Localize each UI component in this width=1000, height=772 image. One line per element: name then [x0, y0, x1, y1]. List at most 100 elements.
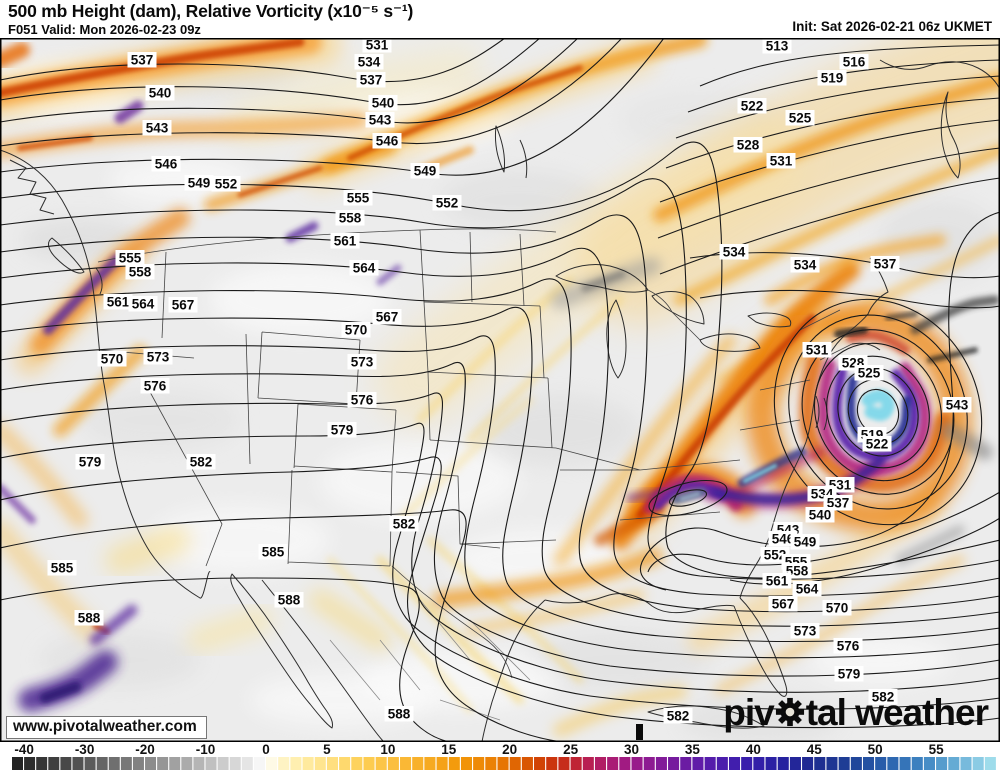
- colorbar-cell: [253, 757, 265, 770]
- contour-label: 525: [854, 365, 884, 381]
- colorbar-cell: [497, 757, 509, 770]
- svg-text:576: 576: [837, 639, 860, 654]
- contour-label: 552: [432, 195, 462, 211]
- svg-text:543: 543: [146, 121, 169, 136]
- colorbar-cell: [972, 757, 984, 770]
- colorbar-area: -40 -30 -20 -10 0 5 10 15 20 25 30 35 40 45 50 55: [0, 742, 1000, 772]
- contour-label: 582: [663, 708, 693, 724]
- svg-text:567: 567: [172, 298, 195, 313]
- svg-text:558: 558: [339, 211, 362, 226]
- svg-text:561: 561: [107, 295, 130, 310]
- svg-text:546: 546: [376, 134, 399, 149]
- svg-text:528: 528: [737, 138, 760, 153]
- svg-text:525: 525: [789, 111, 812, 126]
- colorbar-cell: [278, 757, 290, 770]
- colorbar-tick: -40: [14, 742, 34, 757]
- colorbar-cell: [546, 757, 558, 770]
- svg-text:540: 540: [809, 508, 832, 523]
- contour-label: 564: [128, 296, 158, 312]
- colorbar-cell: [619, 757, 631, 770]
- svg-text:519: 519: [821, 71, 844, 86]
- colorbar-cell: [84, 757, 96, 770]
- contour-label: 543: [365, 112, 395, 128]
- colorbar-cell: [460, 757, 473, 770]
- colorbar-svg: -40 -30 -20 -10 0 5 10 15 20 25 30 35 40 45 50 55: [0, 742, 1000, 772]
- contour-label: 579: [327, 422, 357, 438]
- pivotal-weather-logo: piv tal weather: [723, 692, 989, 733]
- colorbar-cell: [765, 757, 777, 770]
- contour-label: 564: [792, 581, 822, 597]
- height-contours: [0, 38, 1000, 742]
- contour-label: 573: [347, 354, 377, 370]
- svg-text:543: 543: [369, 113, 392, 128]
- logo-text-pre: piv: [723, 692, 774, 733]
- contour-label: 573: [143, 349, 173, 365]
- svg-text:579: 579: [331, 423, 354, 438]
- contour-label: 537: [870, 256, 900, 272]
- contour-label: 546: [372, 133, 402, 149]
- svg-text:522: 522: [741, 99, 764, 114]
- contour-label: 552: [211, 176, 241, 192]
- colorbar-cell: [923, 757, 935, 770]
- colorbar-cell: [826, 757, 838, 770]
- colorbar-tick: 5: [323, 742, 331, 757]
- contour-label: 570: [97, 351, 127, 367]
- contour-label: 582: [868, 689, 898, 705]
- contour-label: 567: [768, 596, 798, 612]
- contour-label: 588: [74, 610, 104, 626]
- colorbar-cell: [12, 757, 23, 770]
- svg-text:537: 537: [360, 73, 383, 88]
- logo-text-post: tal weather: [805, 692, 989, 733]
- colorbar-cell: [582, 757, 594, 770]
- contour-label: 516: [839, 54, 869, 70]
- svg-text:552: 552: [764, 548, 787, 563]
- colorbar-cell: [521, 757, 533, 770]
- colorbar-cell: [72, 757, 84, 770]
- colorbar-cell: [24, 757, 36, 770]
- colorbar-cell: [655, 757, 667, 770]
- geo-borders: [0, 59, 1000, 742]
- contour-label: 549: [790, 534, 820, 550]
- colorbar-cell: [875, 757, 887, 770]
- contour-label: 555: [343, 190, 373, 206]
- colorbar-cell: [862, 757, 875, 770]
- svg-text:585: 585: [51, 561, 74, 576]
- colorbar-cell: [643, 757, 655, 770]
- colorbar-cell: [351, 757, 363, 770]
- svg-text:522: 522: [866, 437, 889, 452]
- colorbar-cell: [753, 757, 765, 770]
- contour-label: 555: [115, 250, 145, 266]
- svg-text:588: 588: [278, 593, 301, 608]
- contour-label: 525: [785, 110, 815, 126]
- colorbar-cell: [169, 757, 181, 770]
- colorbar-tick: -20: [135, 742, 155, 757]
- contour-label: 540: [145, 85, 175, 101]
- svg-text:573: 573: [147, 350, 170, 365]
- contour-label: 561: [103, 294, 133, 310]
- svg-text:537: 537: [874, 257, 897, 272]
- contour-label: 576: [140, 378, 170, 394]
- colorbar-cell: [716, 757, 728, 770]
- svg-text:585: 585: [262, 545, 285, 560]
- contour-label: 582: [186, 454, 216, 470]
- watermark-link[interactable]: www.pivotalweather.com: [6, 716, 207, 739]
- colorbar-cell: [302, 757, 314, 770]
- contour-label: 528: [733, 137, 763, 153]
- contour-label: 558: [335, 210, 365, 226]
- colorbar-cell: [838, 757, 850, 770]
- svg-text:534: 534: [358, 55, 381, 70]
- svg-text:564: 564: [796, 582, 819, 597]
- colorbar-cell: [558, 757, 570, 770]
- colorbar-cell: [936, 757, 948, 770]
- colorbar-cell: [412, 757, 424, 770]
- colorbar-cell: [960, 757, 972, 770]
- colorbar-cell: [266, 757, 278, 770]
- svg-text:540: 540: [372, 96, 395, 111]
- contour-label: 543: [942, 397, 972, 413]
- colorbar-cell: [607, 757, 619, 770]
- colorbar-cell: [290, 757, 302, 770]
- svg-text:546: 546: [155, 157, 178, 172]
- svg-text:555: 555: [347, 191, 370, 206]
- svg-text:588: 588: [78, 611, 101, 626]
